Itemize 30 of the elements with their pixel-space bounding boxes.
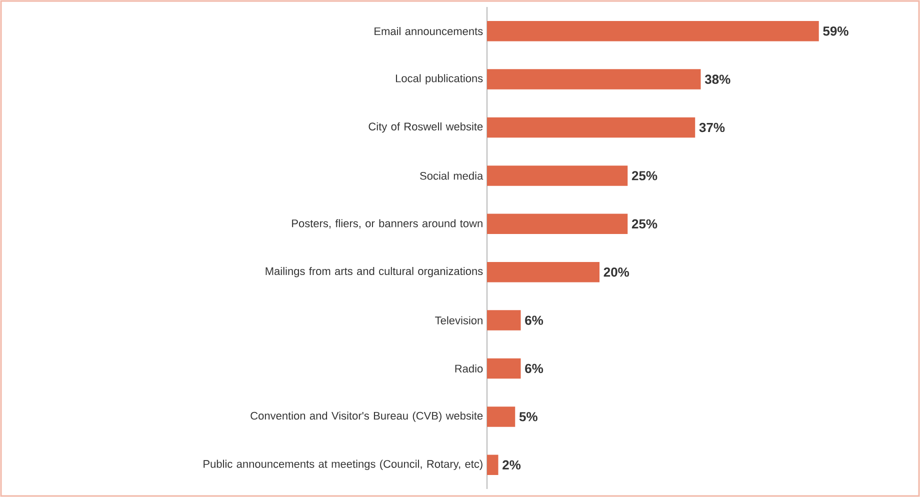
bar: [487, 262, 600, 282]
bar: [487, 454, 498, 476]
bar: [487, 166, 628, 186]
bar: [487, 117, 696, 138]
y-tick-label: Mailings from arts and cultural organizations: [266, 266, 483, 278]
data-label: 20%: [604, 267, 630, 277]
bar: [487, 20, 819, 42]
y-tick-label: Local publications: [396, 74, 483, 84]
y-tick-label: Email announcements: [374, 27, 483, 36]
y-tick-label: Convention and Visitor's Bureau (CVB) website: [250, 412, 483, 422]
y-tick-label: Radio: [455, 364, 483, 373]
bar: [487, 310, 521, 330]
data-label: 37%: [699, 122, 725, 132]
y-tick-label: Public announcements at meetings (Council, Rotary, etc): [204, 460, 482, 470]
data-label: 5%: [519, 412, 538, 422]
bar: [487, 214, 628, 234]
bar: [487, 406, 516, 427]
data-label: 6%: [525, 364, 544, 374]
bar: [487, 358, 521, 379]
y-tick-label: Posters, fliers, or banners around town: [292, 219, 482, 229]
y-tick-label: Television: [435, 316, 482, 324]
data-label: 25%: [632, 171, 658, 180]
data-label: 6%: [525, 316, 544, 325]
data-label: 2%: [502, 460, 521, 470]
data-label: 59%: [823, 26, 848, 36]
y-tick-label: Social media: [420, 172, 484, 180]
y-tick-label: City of Roswell website: [368, 122, 483, 133]
bar: [487, 69, 701, 90]
data-label: 25%: [632, 219, 658, 228]
data-label: 38%: [704, 74, 730, 84]
